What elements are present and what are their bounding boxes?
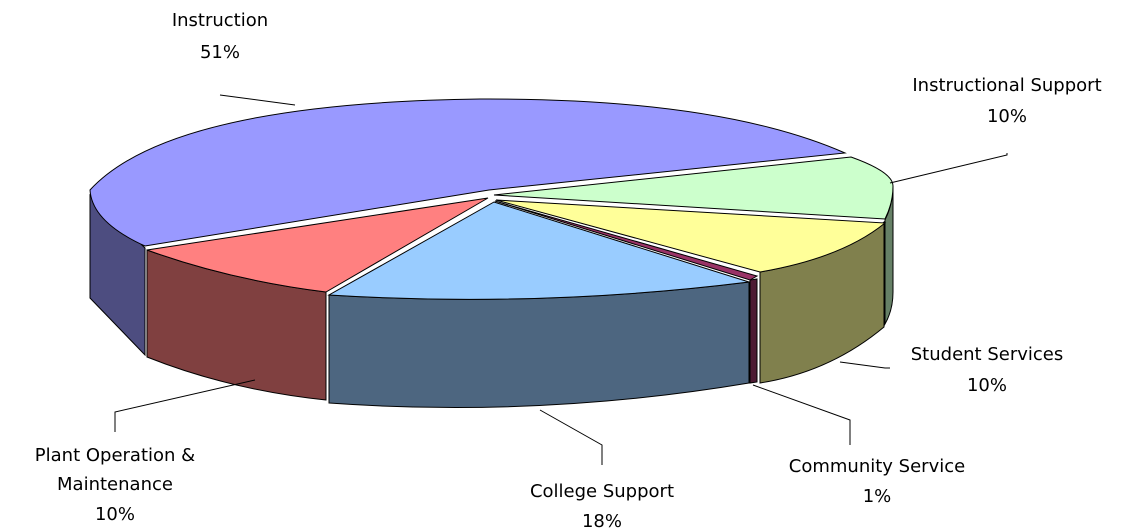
label-plant-operation: Plant Operation & <box>35 445 195 466</box>
label-plant-operation-line2: Maintenance <box>57 474 173 495</box>
label-student-services-pct: 10% <box>967 375 1007 396</box>
label-instruction: Instruction <box>172 10 268 31</box>
label-student-services: Student Services <box>911 344 1063 365</box>
leader-community-service <box>753 385 850 445</box>
leader-instructional-support <box>890 153 1007 183</box>
label-community-service: Community Service <box>789 456 965 477</box>
label-instruction-pct: 51% <box>200 42 240 63</box>
leader-college-support <box>540 410 602 465</box>
leader-student-services <box>840 362 890 368</box>
pie-tops <box>90 99 893 299</box>
label-community-service-pct: 1% <box>863 486 892 507</box>
leader-plant-operation <box>115 380 255 432</box>
label-college-support-pct: 18% <box>582 511 622 532</box>
leader-instruction <box>220 95 295 105</box>
label-plant-operation-pct: 10% <box>95 504 135 525</box>
label-instructional-support: Instructional Support <box>912 75 1101 96</box>
slice-side-community-service <box>750 279 757 383</box>
label-instructional-support-pct: 10% <box>987 106 1027 127</box>
label-college-support: College Support <box>530 481 674 502</box>
slice-side-college-support <box>329 282 749 408</box>
